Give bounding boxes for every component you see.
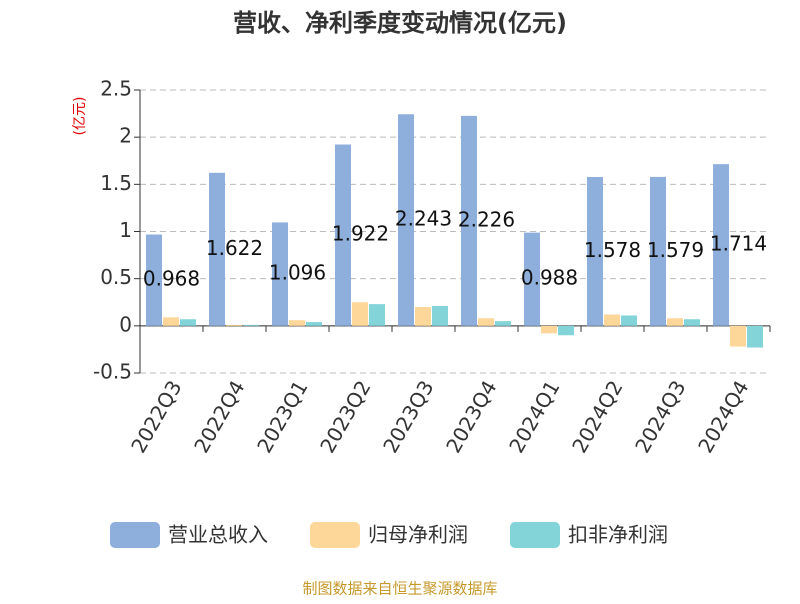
data-label: 2.243 [395,207,452,231]
bar [180,319,196,326]
legend-swatch [310,522,360,548]
bar [415,306,431,326]
bar [478,318,494,326]
y-tick-label: 2.5 [100,77,132,101]
y-tick-label: 1 [119,218,132,242]
data-label: 1.579 [647,238,704,262]
bar [352,302,368,326]
data-label: 1.622 [206,236,263,260]
bar [541,325,557,334]
data-label: 0.968 [143,267,200,291]
legend-swatch [110,522,160,548]
bar [335,144,351,326]
source-note: 制图数据来自恒生聚源数据库 [302,580,497,598]
bar [524,232,540,326]
bar [306,322,322,326]
bar [621,315,637,326]
y-tick-label: 1.5 [100,171,132,195]
x-tick-label: 2023Q1 [252,376,312,457]
data-label: 0.988 [521,266,578,290]
x-tick-label: 2022Q3 [126,376,186,457]
bar [667,318,683,326]
bar [558,325,574,336]
bar [146,234,162,326]
bar [461,115,477,326]
bar [432,306,448,326]
bar [730,325,746,347]
bar [163,317,179,326]
bar [650,176,666,326]
legend-label: 归母净利润 [368,523,468,547]
y-tick-label: 0.5 [100,265,132,289]
x-tick-label: 2024Q2 [567,376,627,457]
bar [398,114,414,326]
y-tick-label: 0 [119,312,132,336]
data-label: 1.096 [269,261,326,285]
bar [587,176,603,326]
bar [289,320,305,326]
x-tick-label: 2023Q4 [441,376,501,457]
bar [495,321,511,326]
y-axis-label: (亿元) [72,97,88,136]
x-tick-label: 2023Q2 [315,376,375,457]
data-label: 2.226 [458,207,515,231]
bar [243,324,259,326]
legend-label: 扣非净利润 [568,523,668,547]
bar [369,304,385,326]
legend-swatch [510,522,560,548]
x-tick-label: 2024Q1 [504,376,564,457]
bar [226,324,242,326]
y-tick-label: 2 [119,124,132,148]
data-label: 1.922 [332,222,389,246]
bar [684,319,700,326]
bar [713,164,729,326]
y-tick-label: -0.5 [93,360,132,384]
chart-title: 营收、净利季度变动情况(亿元) [233,9,567,37]
x-tick-label: 2024Q3 [630,376,690,457]
legend-label: 营业总收入 [168,523,268,547]
bar [747,325,763,348]
bar [209,172,225,326]
bar [272,222,288,326]
data-label: 1.714 [710,231,767,255]
bar [604,314,620,326]
x-tick-label: 2024Q4 [693,376,753,457]
x-tick-label: 2022Q4 [189,376,249,457]
x-tick-label: 2023Q3 [378,376,438,457]
data-label: 1.578 [584,238,641,262]
